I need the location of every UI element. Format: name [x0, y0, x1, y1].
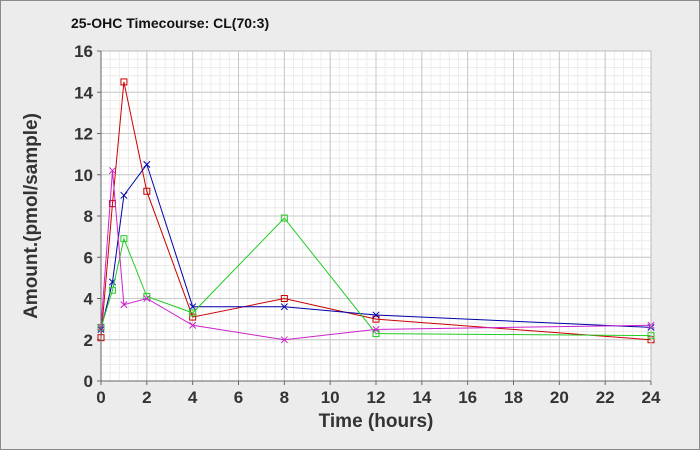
data-point: [372, 311, 380, 319]
x-tick-label: 16: [458, 388, 477, 407]
x-tick-label: 0: [96, 388, 105, 407]
x-tick-label: 2: [142, 388, 151, 407]
y-tick-label: 16: [74, 42, 93, 61]
data-point: [189, 313, 197, 321]
y-tick-label: 10: [74, 166, 93, 185]
data-point: [143, 292, 151, 300]
y-tick-label: 8: [84, 207, 93, 226]
x-tick-label: 10: [321, 388, 340, 407]
series-3: [97, 214, 655, 340]
series-line: [100, 170, 652, 341]
series-layer: [97, 78, 655, 344]
data-point: [108, 167, 117, 175]
y-tick-labels: 0 2 4 6 8 10 12 14 16: [74, 42, 93, 391]
x-tick-label: 12: [367, 388, 386, 407]
data-point: [280, 214, 288, 222]
axes: [100, 50, 652, 382]
data-point: [120, 78, 128, 86]
data-point: [280, 295, 288, 302]
series-1: [97, 78, 655, 344]
data-point: [372, 330, 380, 338]
data-point: [120, 235, 128, 243]
series-line: [100, 81, 652, 341]
x-tick-label: 4: [188, 388, 198, 407]
x-axis-label: Time (hours): [319, 411, 434, 432]
data-point: [372, 315, 380, 323]
x-tick-label: 24: [642, 388, 661, 407]
y-axis-label: Amount.(pmol/sample): [21, 113, 42, 319]
series-line: [100, 217, 652, 337]
y-tick-label: 0: [84, 372, 93, 391]
x-tick-labels: 0 2 4 6 8 10 12 14 16 18 20 22 24: [96, 388, 661, 407]
y-tick-label: 14: [74, 83, 93, 102]
x-tick-label: 20: [550, 388, 569, 407]
y-tick-label: 12: [74, 125, 93, 144]
y-tick-label: 4: [84, 290, 94, 309]
data-point: [280, 336, 288, 344]
data-point: [143, 294, 151, 303]
data-point: [280, 303, 288, 311]
data-point: [372, 325, 380, 333]
y-tick-label: 6: [84, 248, 93, 267]
data-point: [189, 321, 197, 329]
data-point: [189, 309, 197, 317]
data-point: [143, 187, 151, 195]
y-tick-label: 2: [84, 331, 93, 350]
chart-title: 25-OHC Timecourse: CL(70:3): [71, 15, 269, 31]
x-tick-label: 22: [596, 388, 615, 407]
data-point: [120, 191, 128, 199]
data-point: [108, 286, 116, 294]
x-tick-label: 14: [412, 388, 431, 407]
data-point: [143, 160, 151, 168]
x-tick-label: 18: [504, 388, 523, 407]
data-point: [120, 301, 128, 309]
x-tick-label: 8: [280, 388, 289, 407]
data-point: [189, 303, 197, 311]
x-tick-label: 6: [234, 388, 243, 407]
